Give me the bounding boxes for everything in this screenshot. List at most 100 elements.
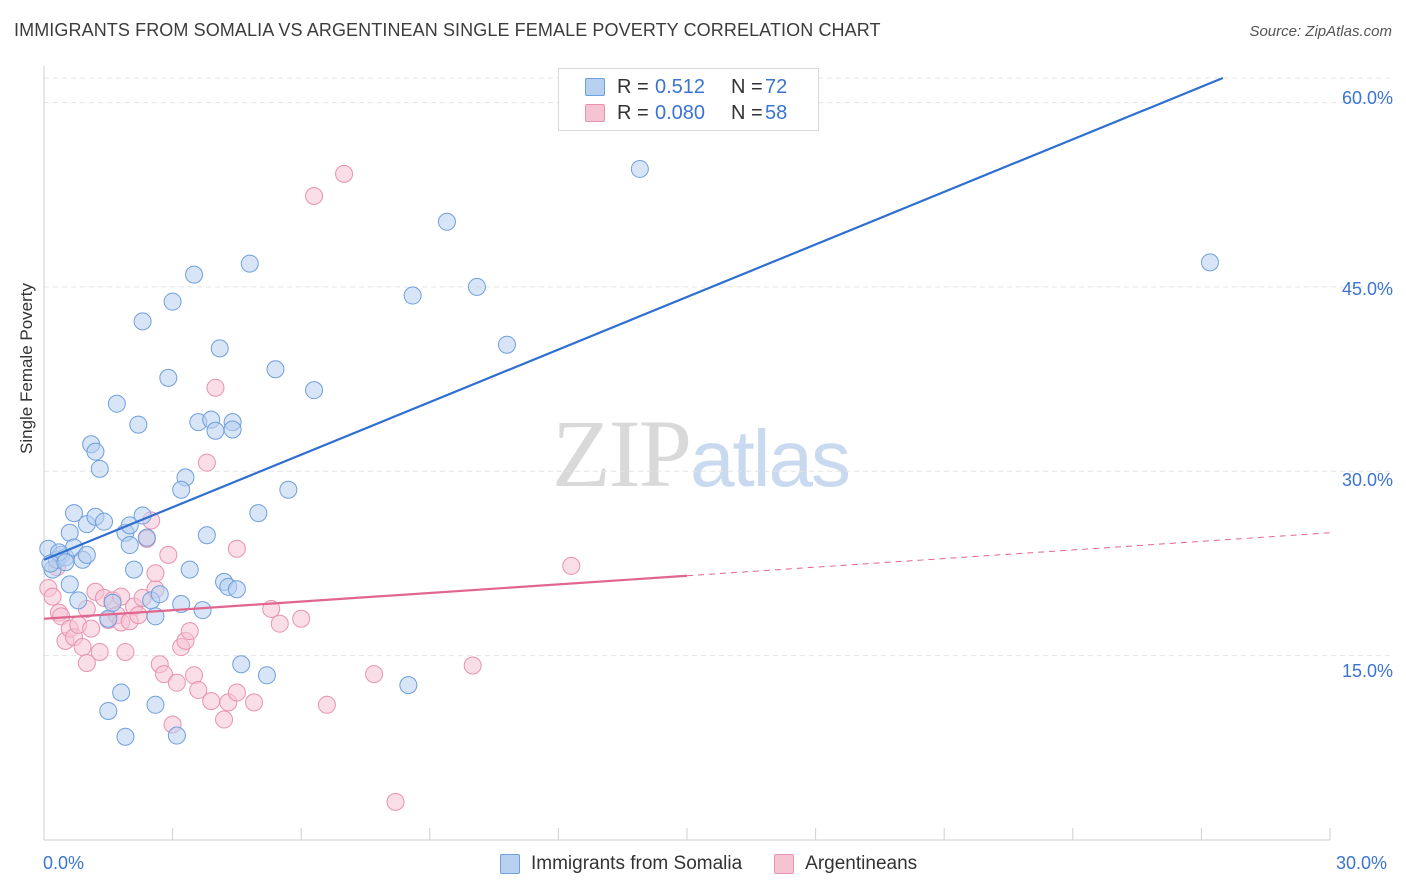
data-point bbox=[317, 695, 336, 714]
data-point bbox=[210, 339, 229, 358]
data-point bbox=[185, 265, 204, 284]
chart-title: IMMIGRANTS FROM SOMALIA VS ARGENTINEAN S… bbox=[14, 20, 881, 40]
data-point bbox=[215, 710, 234, 729]
data-point bbox=[305, 381, 324, 400]
data-point bbox=[240, 254, 259, 273]
legend-r-value: 0.512 bbox=[655, 75, 706, 98]
data-point bbox=[103, 593, 122, 612]
data-point bbox=[189, 681, 208, 700]
data-point bbox=[497, 335, 516, 354]
data-point bbox=[463, 656, 482, 675]
y-tick-label-15: 15.0% bbox=[1341, 661, 1393, 681]
data-point bbox=[77, 545, 96, 564]
legend-label-argentineans: Argentineans bbox=[805, 853, 918, 874]
data-point bbox=[73, 638, 92, 657]
legend-swatch-somalia bbox=[585, 78, 605, 96]
data-point bbox=[90, 642, 109, 661]
data-point bbox=[223, 420, 242, 439]
data-point bbox=[82, 619, 101, 638]
legend-row-somalia: R = 0.512 N = 72 bbox=[585, 75, 787, 99]
data-point bbox=[116, 642, 135, 661]
legend-r-label: R = bbox=[617, 75, 649, 98]
data-point bbox=[159, 368, 178, 387]
data-point bbox=[257, 666, 276, 685]
data-point bbox=[202, 692, 221, 711]
somalia-points bbox=[39, 159, 1219, 746]
data-point bbox=[60, 575, 79, 594]
data-point bbox=[227, 683, 246, 702]
data-point bbox=[137, 528, 156, 547]
data-point bbox=[467, 277, 486, 296]
data-point bbox=[403, 286, 422, 305]
data-point bbox=[116, 727, 135, 746]
y-tick-label-30: 30.0% bbox=[1341, 470, 1393, 490]
data-point bbox=[95, 512, 114, 531]
data-point bbox=[1200, 253, 1219, 272]
data-point bbox=[206, 378, 225, 397]
data-point bbox=[292, 609, 311, 628]
legend-n-label: N = bbox=[731, 101, 763, 124]
data-point bbox=[180, 560, 199, 579]
data-point bbox=[65, 504, 84, 523]
data-point bbox=[69, 591, 88, 610]
data-point bbox=[150, 585, 169, 604]
grid-lines bbox=[44, 77, 1394, 657]
data-point bbox=[90, 459, 109, 478]
data-point bbox=[125, 560, 144, 579]
data-point bbox=[365, 665, 384, 684]
argentineans-points bbox=[39, 164, 581, 811]
legend-n-value: 58 bbox=[765, 101, 788, 124]
trend-line-somalia bbox=[43, 76, 1224, 561]
data-point bbox=[227, 580, 246, 599]
data-point bbox=[197, 453, 216, 472]
legend-swatch-somalia bbox=[500, 854, 520, 874]
legend-item-somalia: Immigrants from Somalia bbox=[500, 853, 742, 875]
data-point bbox=[180, 622, 199, 641]
x-tick-label-max: 30.0% bbox=[1336, 853, 1388, 873]
data-point bbox=[43, 587, 62, 606]
stats-legend: R = 0.512 N = 72 R = 0.080 N = 58 bbox=[558, 68, 819, 131]
data-point bbox=[146, 564, 165, 583]
data-point bbox=[270, 614, 289, 633]
data-point bbox=[112, 683, 131, 702]
data-point bbox=[232, 655, 251, 674]
watermark-atlas: atlas bbox=[690, 414, 851, 503]
data-point bbox=[86, 442, 105, 461]
data-point bbox=[630, 159, 649, 178]
data-point bbox=[99, 609, 118, 628]
data-point bbox=[77, 654, 96, 673]
data-point bbox=[399, 676, 418, 695]
data-point bbox=[107, 394, 126, 413]
legend-n-label: N = bbox=[731, 75, 763, 98]
data-point bbox=[206, 421, 225, 440]
legend-item-argentineans: Argentineans bbox=[774, 853, 917, 875]
trend-line-argentineans bbox=[43, 574, 688, 620]
data-point bbox=[172, 480, 191, 499]
data-point bbox=[245, 693, 264, 712]
legend-n-value: 72 bbox=[765, 75, 788, 98]
data-point bbox=[386, 792, 405, 811]
legend-swatch-argentineans bbox=[774, 854, 795, 874]
y-tick-label-60: 60.0% bbox=[1341, 88, 1393, 108]
y-axis-label: Single Female Poverty bbox=[17, 282, 36, 454]
legend-swatch-argentineans bbox=[585, 104, 605, 122]
data-point bbox=[163, 292, 182, 311]
data-point bbox=[56, 553, 75, 572]
data-point bbox=[279, 480, 298, 499]
data-point bbox=[133, 312, 152, 331]
data-point bbox=[167, 726, 186, 745]
data-point bbox=[249, 504, 268, 523]
data-point bbox=[197, 526, 216, 545]
trend-line-argentineans-extension bbox=[686, 532, 1331, 577]
data-point bbox=[437, 212, 456, 231]
x-tick-label-min: 0.0% bbox=[43, 853, 85, 873]
axes bbox=[43, 66, 1331, 841]
series-legend: Immigrants from Somalia Argentineans bbox=[500, 853, 949, 875]
watermark-zip: ZIP bbox=[552, 400, 692, 507]
legend-label-somalia: Immigrants from Somalia bbox=[531, 853, 743, 874]
data-point bbox=[305, 186, 324, 205]
data-point bbox=[227, 539, 246, 558]
y-tick-label-45: 45.0% bbox=[1341, 279, 1393, 299]
data-point bbox=[120, 536, 139, 555]
